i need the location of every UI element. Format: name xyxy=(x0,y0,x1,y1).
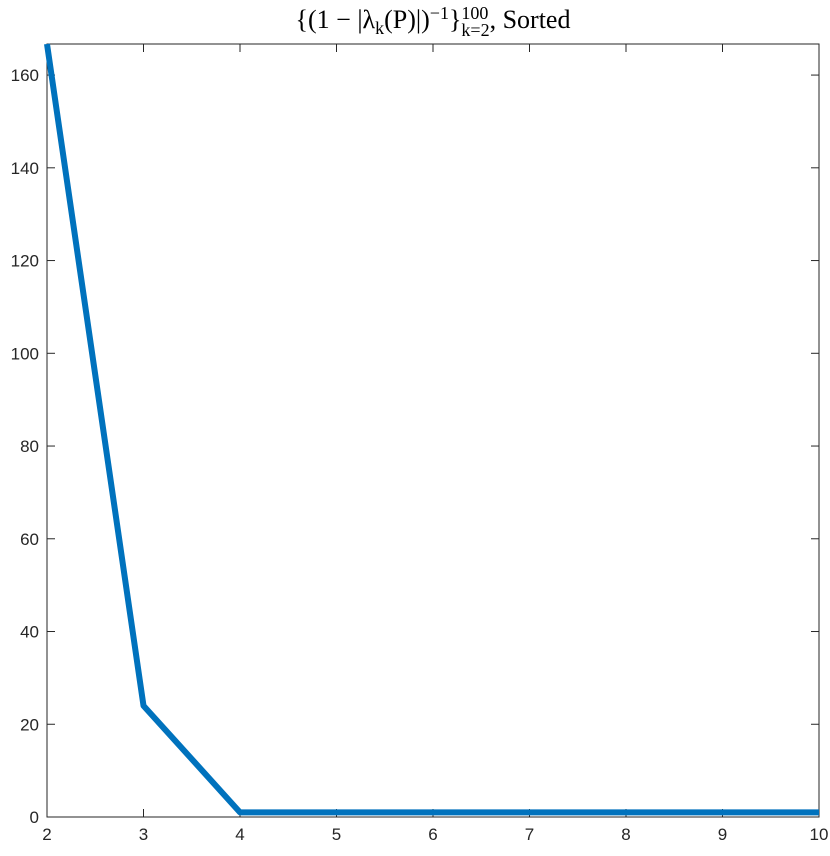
x-tick-label: 2 xyxy=(42,825,51,844)
x-tick-label: 7 xyxy=(525,825,534,844)
x-tick-label: 10 xyxy=(810,825,829,844)
x-tick-label: 8 xyxy=(621,825,630,844)
y-tick-label: 40 xyxy=(20,623,39,642)
title-part: {(1 − |λ xyxy=(296,5,376,34)
title-part: } xyxy=(449,5,461,34)
plot-area xyxy=(46,43,820,818)
y-tick-label: 60 xyxy=(20,530,39,549)
x-tick-label: 6 xyxy=(428,825,437,844)
title-part: −1 xyxy=(430,3,449,23)
title-part: 100 xyxy=(461,3,488,23)
y-tick-label: 80 xyxy=(20,437,39,456)
x-tick-label: 9 xyxy=(718,825,727,844)
y-tick-label: 160 xyxy=(11,66,39,85)
title-part: (P)|) xyxy=(384,5,430,34)
y-tick-label: 120 xyxy=(11,252,39,271)
y-tick-label: 100 xyxy=(11,344,39,363)
x-tick-label: 4 xyxy=(235,825,244,844)
y-tick-label: 0 xyxy=(30,808,39,827)
title-part: k xyxy=(375,18,384,38)
data-line xyxy=(44,43,819,816)
y-tick-label: 20 xyxy=(20,715,39,734)
x-tick-label: 3 xyxy=(139,825,148,844)
x-tick-label: 5 xyxy=(332,825,341,844)
title-part: k=2 xyxy=(461,20,489,40)
y-tick-label: 140 xyxy=(11,159,39,178)
title-part: , Sorted xyxy=(490,5,571,34)
